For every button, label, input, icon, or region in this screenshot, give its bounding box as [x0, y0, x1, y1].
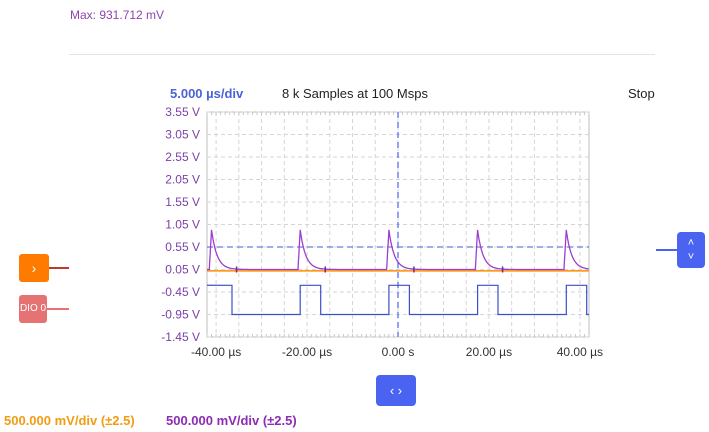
run-state-label: Stop	[628, 86, 655, 101]
y-tick-label: 2.05 V	[165, 173, 200, 187]
dio-trace	[206, 284, 589, 316]
x-tick-label: -40.00 µs	[191, 345, 241, 359]
trigger-level-button[interactable]: ˄ ˅	[677, 232, 705, 268]
y-tick-label: 3.05 V	[165, 128, 200, 142]
x-tick-label: -20.00 µs	[282, 345, 332, 359]
y-tick-label: -1.45 V	[161, 330, 200, 344]
y-tick-label: -0.95 V	[161, 308, 200, 322]
channel2-scale[interactable]: 500.000 mV/div (±2.5)	[166, 413, 297, 428]
channel1-scale[interactable]: 500.000 mV/div (±2.5)	[4, 413, 135, 428]
dio-offset-marker-line	[47, 308, 69, 310]
x-tick-label: 20.00 µs	[466, 345, 512, 359]
trigger-position-button[interactable]: ‹ ›	[376, 375, 416, 406]
chevron-down-icon: ˅	[687, 251, 695, 263]
chevron-left-right-icon: ‹ ›	[389, 383, 403, 398]
dio-offset-button[interactable]: DIO 0	[19, 295, 47, 323]
chevron-up-icon: ˄	[687, 237, 695, 249]
channel2-trace	[207, 229, 589, 271]
channel1-offset-marker-line	[49, 267, 69, 269]
y-tick-label: 3.55 V	[165, 105, 200, 119]
x-axis-ticks: -40.00 µs -20.00 µs 0.00 s 20.00 µs 40.00 µs	[191, 345, 603, 359]
x-tick-label: 0.00 s	[382, 345, 415, 359]
chevron-right-icon: ›	[31, 260, 37, 276]
y-tick-label: -0.45 V	[161, 285, 200, 299]
traces	[206, 112, 589, 337]
y-tick-label: 0.55 V	[165, 240, 200, 254]
channel1-offset-button[interactable]: ›	[19, 254, 49, 282]
max-readout: Max: 931.712 mV	[70, 8, 165, 22]
x-tick-label: 40.00 µs	[557, 345, 603, 359]
timebase-label[interactable]: 5.000 µs/div	[170, 86, 244, 101]
y-tick-label: 0.05 V	[165, 263, 200, 277]
y-tick-label: 2.55 V	[165, 150, 200, 164]
y-axis-ticks: 3.55 V 3.05 V 2.55 V 2.05 V 1.55 V 1.05 V 0.55…	[161, 105, 200, 344]
header-divider	[69, 54, 655, 55]
y-tick-label: 1.05 V	[165, 218, 200, 232]
trigger-level-marker-line	[656, 249, 677, 251]
y-tick-label: 1.55 V	[165, 195, 200, 209]
samples-label: 8 k Samples at 100 Msps	[282, 86, 428, 101]
